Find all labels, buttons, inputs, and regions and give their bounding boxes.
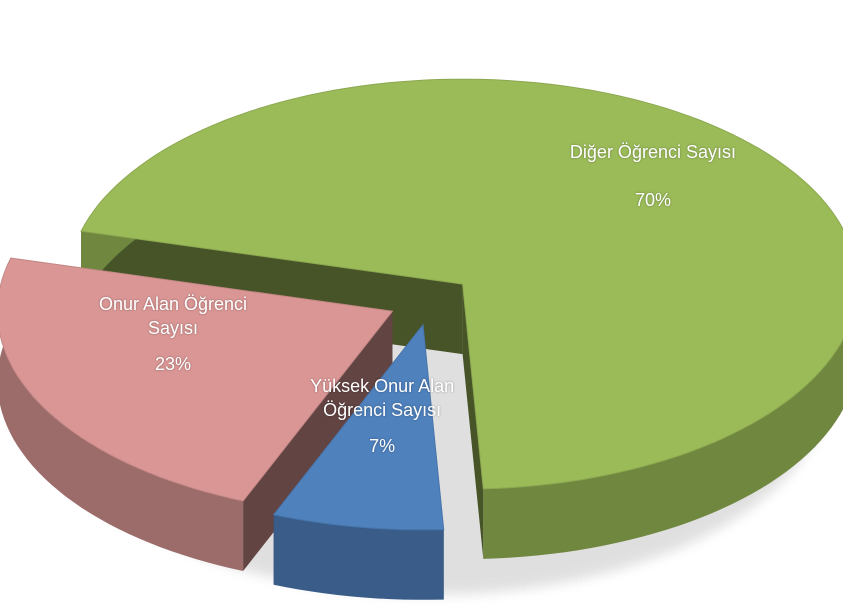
slice-label: Diğer Öğrenci Sayısı: [569, 142, 736, 163]
slice-wall: [273, 514, 444, 600]
value-label: 23%: [155, 353, 192, 374]
slice: [0, 257, 394, 502]
slice: [80, 78, 843, 490]
slice-side: [462, 284, 484, 559]
slice: [272, 323, 445, 531]
slice-wall: [0, 258, 244, 571]
slice-label: Yüksek Onur Alan Öğrenci Sayısı: [310, 376, 455, 421]
value-label: 7%: [369, 436, 396, 457]
value-label: 70%: [634, 190, 671, 211]
slice-label: Onur Alan Öğrenci Sayısı: [98, 293, 248, 338]
